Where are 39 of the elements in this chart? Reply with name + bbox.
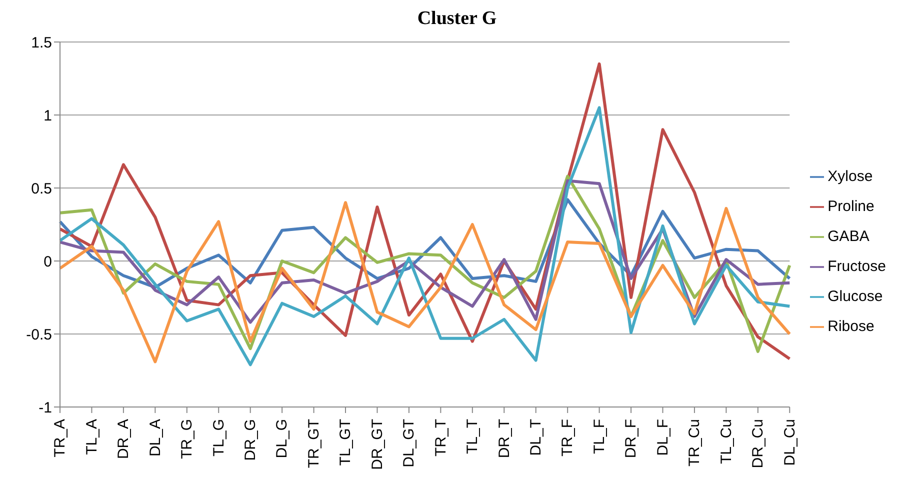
legend-label: GABA [828,228,870,244]
x-tick-label: DR_GT [368,419,386,470]
x-tick-label: TL_T [464,419,482,454]
chart-title: Cluster G [416,8,498,31]
legend-label: Ribose [828,318,874,334]
y-tick-label: -0.5 [26,326,52,344]
x-tick-label: DR_A [115,419,132,460]
x-tick-label: TL_G [210,419,228,457]
x-tick-label: TL_A [83,419,100,455]
x-tick-label: TR_F [559,419,576,456]
y-tick-label: 1.5 [31,34,52,52]
x-tick-label: DR_T [496,419,513,458]
x-tick-label: DL_F [654,419,672,456]
x-tick-label: TR_GT [305,419,322,468]
x-tick-label: DL_Cu [781,419,798,466]
legend-label: Xylose [828,168,873,184]
legend-label: Proline [828,198,874,214]
x-tick-label: TL_F [590,419,608,454]
y-tick-label: 0.5 [31,180,52,198]
x-tick-label: TR_A [52,419,69,458]
x-tick-label: DR_F [622,419,640,458]
y-tick-label: -1 [38,399,52,416]
x-tick-label: DL_GT [400,419,418,468]
line-series [58,106,792,366]
y-tick-label: 0 [44,253,52,270]
y-tick-label: 1 [44,107,52,124]
x-tick-label: DR_Cu [750,419,767,468]
x-tick-label: DL_A [146,419,164,457]
x-tick-label: DL_T [528,419,545,456]
x-tick-label: TR_Cu [686,419,704,467]
legend-label: Fructose [828,258,886,274]
x-tick-label: TL_GT [337,419,354,466]
x-tick-label: DL_G [274,419,291,458]
x-tick-label: TR_T [432,419,450,456]
line-series [58,201,792,364]
x-tick-label: TL_Cu [718,419,735,464]
x-tick-label: TR_G [178,419,196,460]
x-tick-label: DR_G [242,419,259,461]
legend-label: Glucose [828,288,883,304]
